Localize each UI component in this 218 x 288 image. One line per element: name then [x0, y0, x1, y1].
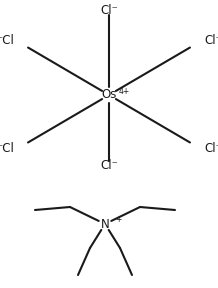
Text: Cl⁻: Cl⁻ — [204, 143, 218, 156]
Text: Os: Os — [101, 88, 117, 101]
Text: Cl⁻: Cl⁻ — [204, 35, 218, 48]
Text: 4+: 4+ — [119, 86, 130, 96]
Text: N: N — [101, 217, 109, 230]
Text: Cl⁻: Cl⁻ — [100, 159, 118, 172]
Text: +: + — [115, 215, 121, 225]
Text: Cl⁻: Cl⁻ — [100, 4, 118, 17]
Text: ⁻Cl: ⁻Cl — [0, 35, 14, 48]
Text: ⁻Cl: ⁻Cl — [0, 143, 14, 156]
